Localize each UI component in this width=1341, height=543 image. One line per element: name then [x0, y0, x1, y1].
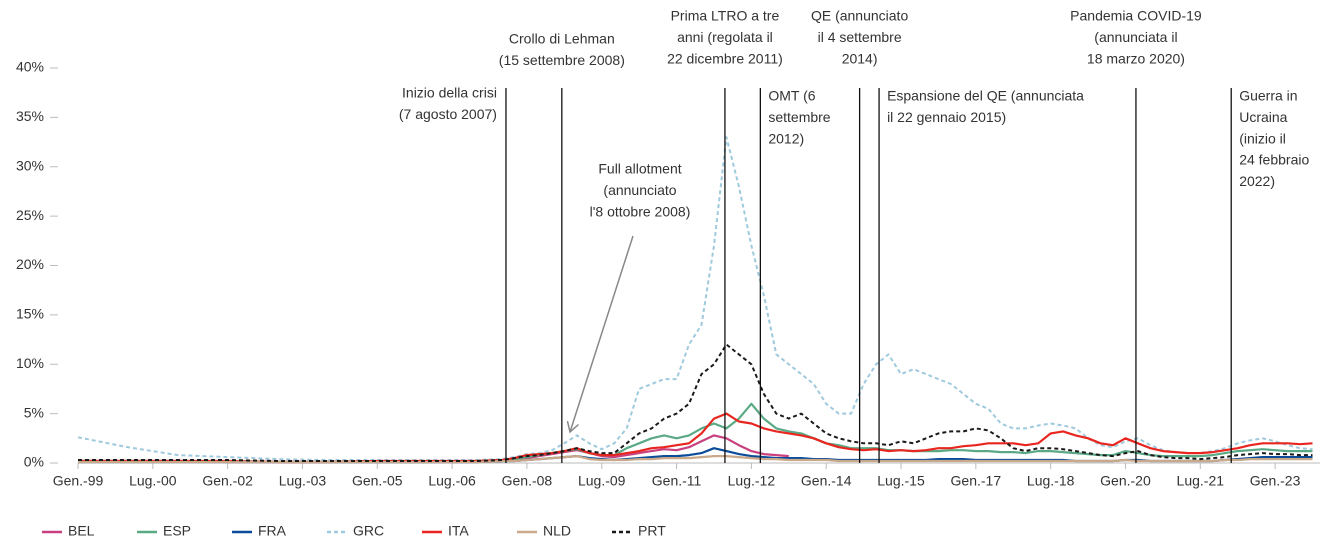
x-tick-label: Gen.-02	[202, 473, 253, 489]
event-label: Guerra in	[1239, 88, 1297, 104]
x-tick-label: Lug.-09	[578, 473, 626, 489]
event-label: Crollo di Lehman	[509, 31, 615, 47]
callout-label: l'8 ottobre 2008)	[590, 204, 691, 220]
callout-arrow	[570, 235, 634, 432]
y-tick-label: 0%	[24, 454, 44, 470]
event-label: 22 dicembre 2011)	[667, 50, 783, 66]
event-label: (15 settembre 2008)	[499, 52, 625, 68]
x-tick-label: Gen.-20	[1100, 473, 1151, 489]
x-tick-label: Lug.-18	[1027, 473, 1075, 489]
series-line	[78, 343, 1313, 462]
event-label: (annunciata il	[1094, 29, 1177, 45]
y-tick-label: 40%	[16, 59, 44, 75]
x-tick-label: Gen.-14	[801, 473, 852, 489]
y-tick-label: 30%	[16, 157, 44, 173]
event-label: Espansione del QE (annunciata	[887, 88, 1084, 104]
event-label: QE (annunciato	[811, 8, 908, 24]
legend-label: ESP	[163, 523, 191, 539]
legend-label: NLD	[543, 523, 571, 539]
event-label: settembre	[768, 109, 830, 125]
series-line	[77, 136, 1313, 461]
event-label: 2012)	[768, 130, 804, 146]
y-tick-label: 10%	[16, 355, 44, 371]
event-label: il 22 gennaio 2015)	[887, 109, 1006, 125]
x-tick-label: Lug.-15	[877, 473, 925, 489]
event-label: il 4 settembre	[818, 29, 902, 45]
event-label: 18 marzo 2020)	[1087, 50, 1185, 66]
y-tick-label: 20%	[16, 256, 44, 272]
event-label: 24 febbraio	[1239, 152, 1309, 168]
event-label: (inizio il	[1239, 130, 1286, 146]
x-tick-label: Gen.-08	[502, 473, 553, 489]
x-tick-label: Lug.-00	[129, 473, 177, 489]
legend-label: BEL	[68, 523, 95, 539]
y-tick-label: 5%	[24, 404, 44, 420]
y-tick-label: 35%	[16, 108, 44, 124]
legend-label: PRT	[638, 523, 666, 539]
event-label: Prima LTRO a tre	[671, 8, 780, 24]
event-label: Ucraina	[1239, 109, 1287, 125]
series-line	[78, 455, 1313, 464]
x-tick-label: Gen.-11	[652, 473, 702, 489]
legend-label: GRC	[353, 523, 384, 539]
legend-label: FRA	[258, 523, 287, 539]
event-label: 2022)	[1239, 173, 1275, 189]
y-tick-label: 15%	[16, 306, 44, 322]
x-tick-label: Lug.-06	[428, 473, 476, 489]
x-tick-label: Lug.-03	[279, 473, 327, 489]
callout-label: Full allotment	[598, 161, 681, 177]
legend-label: ITA	[448, 523, 469, 539]
series-line	[78, 412, 1313, 464]
x-tick-label: Lug.-12	[728, 473, 776, 489]
callout-label: (annunciato	[603, 182, 676, 198]
event-label: Inizio della crisi	[402, 85, 497, 101]
event-label: OMT (6	[768, 88, 815, 104]
x-tick-label: Lug.-21	[1177, 473, 1225, 489]
event-label: anni (regolata il	[677, 29, 773, 45]
x-tick-label: Gen.-99	[53, 473, 104, 489]
y-tick-label: 25%	[16, 207, 44, 223]
x-tick-label: Gen.-17	[951, 473, 1002, 489]
event-label: 2014)	[842, 50, 878, 66]
x-tick-label: Gen.-05	[352, 473, 403, 489]
event-label: Pandemia COVID-19	[1070, 8, 1202, 24]
event-label: (7 agosto 2007)	[399, 106, 497, 122]
x-tick-label: Gen.-23	[1250, 473, 1301, 489]
